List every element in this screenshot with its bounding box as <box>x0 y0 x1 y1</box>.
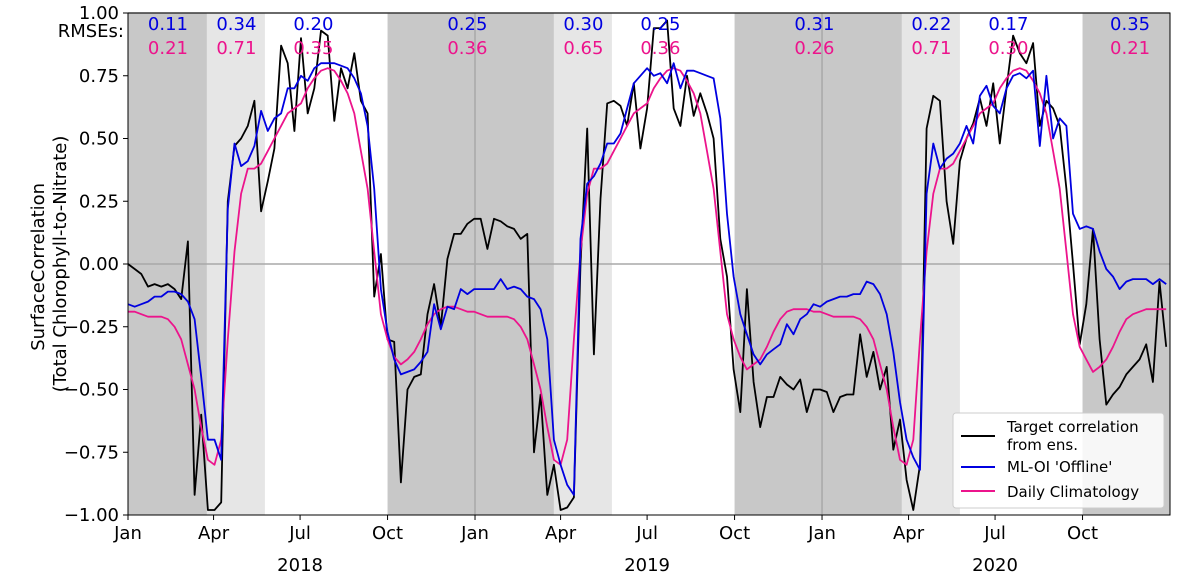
y-tick-label-5: −0.25 <box>64 317 119 338</box>
year-label-1: 2019 <box>624 555 670 576</box>
year-label-0: 2018 <box>277 555 323 576</box>
year-label-2: 2020 <box>972 555 1018 576</box>
x-tick-label-8: Jan <box>807 523 836 544</box>
series-line-2 <box>128 67 1167 466</box>
rmse-mloi-4: 0.30 <box>563 14 603 35</box>
x-tick-label-0: Jan <box>113 523 142 544</box>
y-tick-label-2: 0.50 <box>79 129 119 150</box>
rmse-mloi-1: 0.34 <box>216 14 256 35</box>
legend-label-0: Target correlation from ens. <box>1006 418 1139 454</box>
x-axis: Jan Apr Jul Oct Jan Apr Jul Oct Jan Apr Jul Oct 2018… <box>113 515 1098 576</box>
x-tick-label-10: Jul <box>983 523 1006 544</box>
y-axis: 1.00 0.75 0.50 0.25 0.00 −0.25 −0.50 −0.75 −1.00 <box>64 3 128 526</box>
x-tick-label-5: Apr <box>545 523 577 544</box>
rmse-clim-4: 0.65 <box>563 38 603 59</box>
y-tick-label-8: −1.00 <box>64 505 119 526</box>
rmse-mloi-6: 0.31 <box>794 14 834 35</box>
x-tick-label-4: Jan <box>460 523 489 544</box>
rmse-clim-0: 0.21 <box>148 38 188 59</box>
y-axis-title: SurfaceCorrelation (Total Chlorophyll-to… <box>28 136 71 393</box>
y-axis-title-line-2: (Total Chlorophyll-to-Nitrate) <box>50 136 71 393</box>
rmse-clim-3: 0.36 <box>447 38 487 59</box>
rmse-clim-2: 0.35 <box>293 38 333 59</box>
series-line-1 <box>127 62 1167 496</box>
series-lines <box>127 19 1168 511</box>
y-tick-label-3: 0.25 <box>79 191 119 212</box>
legend-label-2: Daily Climatology <box>1007 483 1139 501</box>
x-tick-label-7: Oct <box>719 523 750 544</box>
x-tick-label-3: Oct <box>372 523 403 544</box>
rmse-labels: 0.11 0.21 0.34 0.71 0.20 0.35 0.25 0.36 0.30 0.65… <box>148 14 1150 59</box>
rmse-mloi-3: 0.25 <box>447 14 487 35</box>
rmse-mloi-9: 0.35 <box>1110 14 1150 35</box>
series-line-0 <box>127 19 1168 511</box>
y-tick-label-1: 0.75 <box>79 66 119 87</box>
x-tick-label-11: Oct <box>1067 523 1098 544</box>
legend-label-1: ML-OI 'Offline' <box>1007 458 1112 476</box>
rmse-title: RMSEs: <box>58 21 124 42</box>
y-tick-label-0: 1.00 <box>79 3 119 24</box>
rmse-mloi-8: 0.17 <box>988 14 1028 35</box>
rmse-clim-5: 0.36 <box>640 38 680 59</box>
legend: Target correlation from ens. ML-OI 'Offlin… <box>952 412 1165 509</box>
rmse-clim-1: 0.71 <box>216 38 256 59</box>
rmse-clim-6: 0.26 <box>794 38 834 59</box>
rmse-mloi-0: 0.11 <box>148 14 188 35</box>
y-tick-label-6: −0.50 <box>64 380 119 401</box>
y-tick-label-7: −0.75 <box>64 442 119 463</box>
x-tick-label-2: Jul <box>288 523 311 544</box>
y-axis-title-line-1: SurfaceCorrelation <box>28 183 49 351</box>
rmse-clim-8: 0.30 <box>988 38 1028 59</box>
x-tick-label-9: Apr <box>893 523 925 544</box>
y-tick-label-4: 0.00 <box>79 254 119 275</box>
legend-box <box>952 412 1165 509</box>
rmse-mloi-7: 0.22 <box>911 14 951 35</box>
rmse-mloi-5: 0.25 <box>640 14 680 35</box>
rmse-clim-9: 0.21 <box>1110 38 1150 59</box>
rmse-clim-7: 0.71 <box>911 38 951 59</box>
x-tick-label-6: Jul <box>635 523 658 544</box>
x-tick-label-1: Apr <box>198 523 230 544</box>
rmse-mloi-2: 0.20 <box>293 14 333 35</box>
